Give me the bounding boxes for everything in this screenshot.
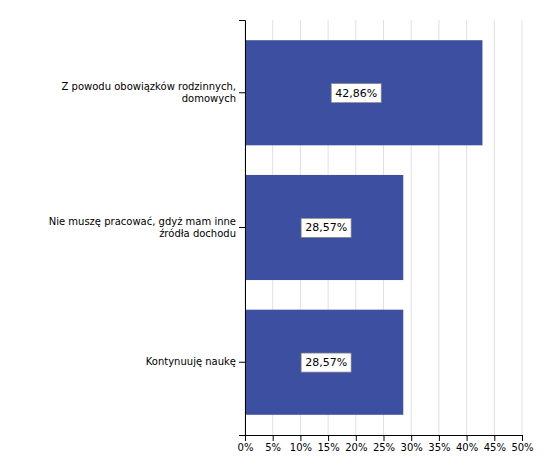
x-tick-label: 45% — [484, 442, 506, 453]
y-tick: Z powodu obowiązków rodzinnych,domowych — [62, 81, 245, 104]
y-tick-mark — [239, 227, 245, 228]
x-tick-mark — [328, 435, 329, 441]
y-axis: Kontynuuję naukę Nie muszę pracować, gdyż… — [49, 21, 246, 436]
data-labels: 28,57% 28,57% 42,86% — [301, 84, 381, 372]
x-tick-label: 20% — [345, 442, 367, 453]
y-tick-label-line: źródła dochodu — [159, 228, 236, 239]
y-tick-label-line: Z powodu obowiązków rodzinnych, — [62, 81, 236, 92]
y-tick-label-line: Nie muszę pracować, gdyż mam inne — [49, 216, 236, 227]
x-tick-label: 25% — [373, 442, 395, 453]
x-tick-mark — [439, 435, 440, 441]
x-tick: 10% — [290, 435, 312, 453]
x-tick-label: 0% — [238, 442, 254, 453]
x-tick: 15% — [317, 435, 339, 453]
bar — [245, 175, 403, 280]
x-tick: 40% — [456, 435, 478, 453]
x-tick: 0% — [238, 435, 254, 453]
data-label-group: 42,86% — [331, 84, 381, 103]
plot: 0% 5% 10% 15% 20% 25% 30% 35% 40% 45% 50% Kontynuuj… — [49, 20, 534, 453]
data-label-box — [301, 353, 351, 372]
data-label-box — [301, 218, 351, 237]
x-axis: 0% 5% 10% 15% 20% 25% 30% 35% 40% 45% 50% — [238, 435, 534, 453]
chart: 0% 5% 10% 15% 20% 25% 30% 35% 40% 45% 50% Kontynuuj… — [0, 0, 550, 475]
grid-line — [522, 20, 523, 435]
x-tick-label: 35% — [428, 442, 450, 453]
x-tick: 30% — [401, 435, 423, 453]
x-tick: 45% — [484, 435, 506, 453]
y-tick-mark — [239, 92, 245, 93]
data-label: 42,86% — [335, 87, 377, 100]
y-tick-label: Nie muszę pracować, gdyż mam inneźródła … — [49, 216, 236, 239]
bars — [245, 40, 482, 415]
y-axis-line — [239, 21, 246, 436]
x-tick: 35% — [428, 435, 450, 453]
x-axis-line — [246, 436, 523, 442]
x-tick-label: 40% — [456, 442, 478, 453]
x-tick-label: 5% — [265, 442, 281, 453]
y-tick-label-line: Kontynuuję naukę — [146, 356, 236, 367]
bar — [245, 40, 482, 145]
x-tick-mark — [494, 435, 495, 441]
x-tick: 5% — [265, 435, 281, 453]
grid — [245, 20, 522, 435]
y-tick: Nie muszę pracować, gdyż mam inneźródła … — [49, 216, 245, 239]
x-tick-mark — [356, 435, 357, 441]
x-tick-label: 10% — [290, 442, 312, 453]
x-tick: 25% — [373, 435, 395, 453]
x-tick-label: 50% — [511, 442, 533, 453]
data-label-box — [331, 84, 381, 103]
data-label-group: 28,57% — [301, 218, 351, 237]
x-tick-mark — [467, 435, 468, 441]
data-label-group: 28,57% — [301, 353, 351, 372]
y-tick-label-line: domowych — [182, 93, 236, 104]
x-tick-label: 15% — [317, 442, 339, 453]
x-tick-mark — [273, 435, 274, 441]
x-tick: 50% — [511, 435, 533, 453]
x-tick-mark — [522, 435, 523, 441]
x-tick-mark — [384, 435, 385, 441]
y-tick-mark — [239, 362, 245, 363]
x-tick-mark — [411, 435, 412, 441]
y-tick-label: Z powodu obowiązków rodzinnych,domowych — [62, 81, 236, 104]
y-tick-label: Kontynuuję naukę — [146, 356, 236, 367]
grid-line — [494, 20, 495, 435]
data-label: 28,57% — [305, 221, 347, 234]
x-tick: 20% — [345, 435, 367, 453]
bar — [245, 310, 403, 415]
x-tick-mark — [300, 435, 301, 441]
data-label: 28,57% — [305, 356, 347, 369]
y-tick: Kontynuuję naukę — [146, 356, 245, 367]
x-tick-label: 30% — [401, 442, 423, 453]
